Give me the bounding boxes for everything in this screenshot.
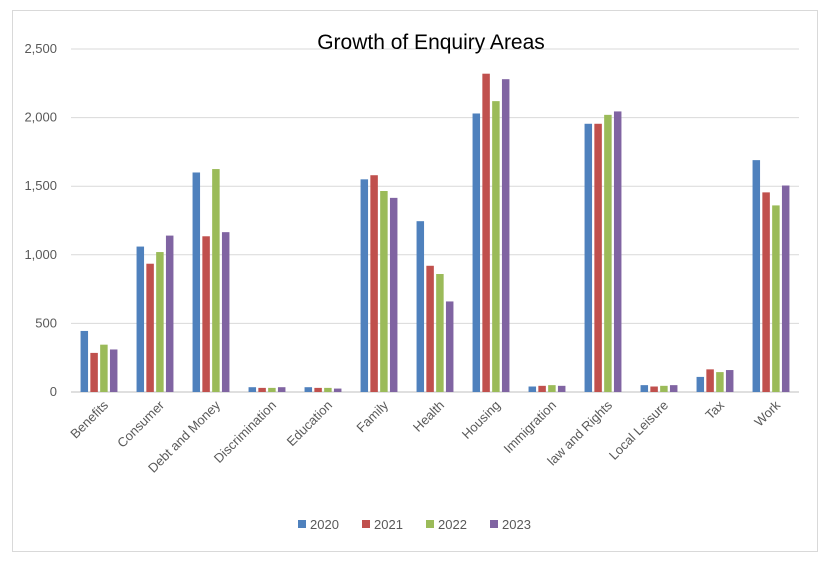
bar-2020-4 [304, 387, 313, 392]
legend-label: 2022 [438, 517, 467, 532]
legend-swatch [362, 520, 370, 528]
bar-2022-11 [716, 372, 724, 392]
legend: 2020 2021 2022 2023 [298, 517, 531, 532]
x-category-label: Tax [702, 397, 727, 422]
bar-2020-3 [248, 387, 257, 392]
bar-2021-6 [426, 265, 434, 392]
x-category-label: Family [353, 397, 391, 435]
legend-swatch [490, 520, 498, 528]
bar-2023-1 [165, 235, 174, 392]
bar-2020-12 [752, 160, 761, 392]
bar-2021-7 [482, 73, 490, 393]
bar-2020-10 [640, 385, 649, 392]
bar-2022-3 [268, 387, 276, 392]
y-tick-label: 2,500 [24, 41, 57, 56]
gridlines [71, 48, 799, 393]
x-category-label: Education [284, 398, 335, 449]
y-tick-label: 2,000 [24, 110, 57, 125]
legend-swatch [298, 520, 306, 528]
bar-2022-1 [156, 252, 164, 392]
bar-2023-7 [501, 79, 510, 393]
bar-2023-4 [333, 388, 342, 392]
bar-2023-8 [557, 385, 566, 392]
bar-chart: 0 500 1,000 1,500 2,000 2,500 Benefits Consume… [24, 31, 799, 532]
bar-2021-12 [762, 192, 770, 392]
chart-frame: 0 500 1,000 1,500 2,000 2,500 Benefits Consume… [12, 10, 818, 552]
bar-2022-6 [436, 274, 444, 392]
bar-2020-11 [696, 376, 705, 392]
bar-2020-8 [528, 386, 537, 392]
bar-2022-0 [100, 344, 108, 392]
bar-2020-6 [416, 221, 425, 392]
bar-2021-2 [202, 236, 210, 392]
bar-2023-11 [725, 370, 734, 392]
x-category-label: Benefits [67, 397, 111, 441]
bar-2022-2 [212, 169, 220, 392]
bar-2022-5 [380, 191, 388, 392]
bar-2021-0 [90, 352, 98, 392]
bar-2023-9 [613, 111, 622, 393]
bar-2020-7 [472, 113, 481, 392]
bar-2023-3 [277, 387, 286, 392]
legend-label: 2021 [374, 517, 403, 532]
bar-2023-2 [221, 232, 230, 392]
bar-2023-10 [669, 385, 678, 392]
bar-2023-12 [781, 185, 790, 392]
bar-2020-1 [136, 246, 145, 392]
x-category-label: Consumer [114, 397, 167, 450]
y-tick-label: 0 [50, 384, 57, 399]
legend-label: 2023 [502, 517, 531, 532]
bar-2021-10 [650, 386, 658, 392]
bar-2021-5 [370, 175, 378, 392]
bar-2021-1 [146, 263, 154, 392]
bar-2022-9 [604, 114, 612, 392]
bar-2023-5 [389, 197, 398, 392]
bar-2021-9 [594, 123, 602, 393]
x-category-label: Housing [459, 398, 503, 442]
y-tick-label: 500 [35, 315, 57, 330]
legend-label: 2020 [310, 517, 339, 532]
x-category-label: Health [410, 398, 447, 435]
bar-2021-11 [706, 369, 714, 392]
bar-2021-8 [538, 385, 546, 392]
bar-2022-4 [324, 387, 332, 392]
bar-2023-0 [109, 349, 118, 392]
bar-2020-9 [584, 123, 593, 393]
bar-2023-6 [445, 301, 454, 392]
bar-2020-0 [80, 330, 89, 392]
bar-2021-4 [314, 387, 322, 392]
x-category-label: Work [751, 397, 783, 429]
y-tick-label: 1,500 [24, 178, 57, 193]
x-category-label: Immigration [500, 398, 559, 457]
bar-2020-2 [192, 172, 201, 392]
bar-2022-12 [772, 205, 780, 392]
bar-2022-8 [548, 385, 556, 392]
bar-2022-7 [492, 101, 500, 393]
legend-swatch [426, 520, 434, 528]
chart-title: Growth of Enquiry Areas [317, 31, 545, 54]
bar-2022-10 [660, 385, 668, 392]
y-axis-ticks: 0 500 1,000 1,500 2,000 2,500 [24, 41, 57, 399]
x-category-label: Local Leisure [606, 398, 671, 463]
y-tick-label: 1,000 [24, 247, 57, 262]
bar-2020-5 [360, 179, 369, 392]
bars [80, 73, 790, 393]
bar-2021-3 [258, 387, 266, 392]
